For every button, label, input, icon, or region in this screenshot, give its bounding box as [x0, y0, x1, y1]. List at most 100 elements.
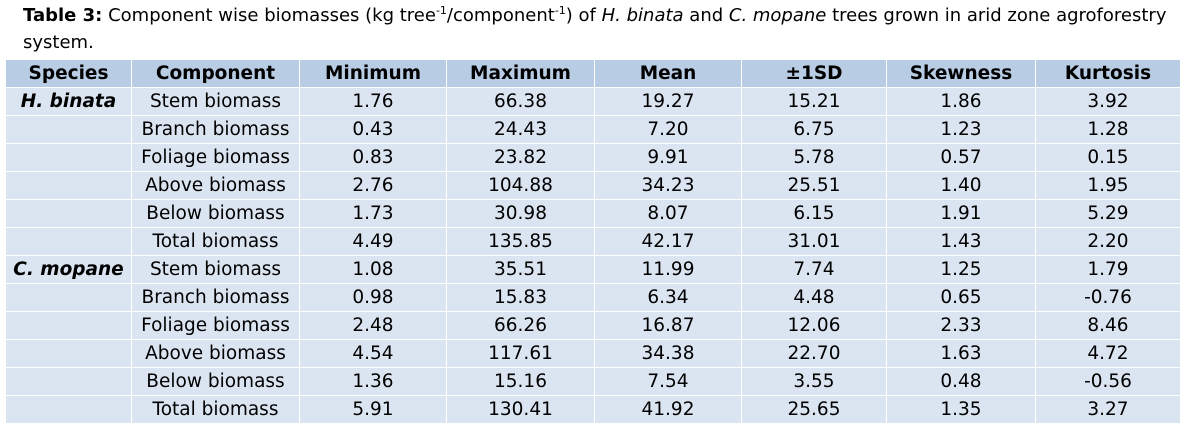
skewness-cell: 1.63 [886, 339, 1036, 368]
table-row: Foliage biomass 0.83 23.82 9.91 5.78 0.57 0.15 [5, 143, 1181, 172]
kurtosis-cell: 4.72 [1035, 339, 1181, 368]
maximum-cell: 66.26 [446, 311, 595, 340]
kurtosis-cell: 1.28 [1035, 115, 1181, 144]
caption-text: /component [446, 5, 555, 26]
maximum-cell: 66.38 [446, 87, 595, 116]
kurtosis-cell: 8.46 [1035, 311, 1181, 340]
sd-cell: 4.48 [741, 283, 887, 312]
mean-cell: 41.92 [594, 395, 742, 424]
maximum-cell: 130.41 [446, 395, 595, 424]
species-cell [5, 199, 132, 228]
component-cell: Below biomass [131, 367, 300, 396]
skewness-cell: 1.43 [886, 227, 1036, 256]
mean-cell: 34.23 [594, 171, 742, 200]
minimum-cell: 2.76 [299, 171, 447, 200]
mean-cell: 8.07 [594, 199, 742, 228]
skewness-cell: 1.86 [886, 87, 1036, 116]
table-row: Total biomass 5.91 130.41 41.92 25.65 1.35 3.2… [5, 395, 1181, 424]
species-cell [5, 115, 132, 144]
component-cell: Total biomass [131, 227, 300, 256]
header-row: Species Component Minimum Maximum Mean ±… [5, 59, 1181, 88]
caption-text: and [683, 5, 729, 26]
mean-cell: 11.99 [594, 255, 742, 284]
minimum-cell: 1.76 [299, 87, 447, 116]
maximum-cell: 135.85 [446, 227, 595, 256]
maximum-cell: 23.82 [446, 143, 595, 172]
skewness-cell: 1.40 [886, 171, 1036, 200]
caption-species-name: H. binata [601, 5, 684, 26]
minimum-cell: 1.36 [299, 367, 447, 396]
sd-cell: 5.78 [741, 143, 887, 172]
kurtosis-cell: -0.76 [1035, 283, 1181, 312]
kurtosis-cell: 1.79 [1035, 255, 1181, 284]
minimum-cell: 1.08 [299, 255, 447, 284]
sd-cell: 25.51 [741, 171, 887, 200]
table-row: Branch biomass 0.98 15.83 6.34 4.48 0.65 -0.76 [5, 283, 1181, 312]
caption-superscript: -1 [554, 4, 566, 17]
minimum-cell: 5.91 [299, 395, 447, 424]
table-row: Below biomass 1.36 15.16 7.54 3.55 0.48 -0.56 [5, 367, 1181, 396]
sd-cell: 3.55 [741, 367, 887, 396]
component-cell: Stem biomass [131, 255, 300, 284]
caption-species-name: C. mopane [728, 5, 827, 26]
minimum-cell: 1.73 [299, 199, 447, 228]
table-row: H. binata Stem biomass 1.76 66.38 19.27 15.21… [5, 87, 1181, 116]
component-cell: Below biomass [131, 199, 300, 228]
skewness-cell: 2.33 [886, 311, 1036, 340]
maximum-cell: 35.51 [446, 255, 595, 284]
kurtosis-cell: 2.20 [1035, 227, 1181, 256]
sd-cell: 12.06 [741, 311, 887, 340]
table-body: H. binata Stem biomass 1.76 66.38 19.27 15.21… [5, 87, 1181, 424]
minimum-cell: 4.49 [299, 227, 447, 256]
table-row: Branch biomass 0.43 24.43 7.20 6.75 1.23 1.28 [5, 115, 1181, 144]
mean-cell: 7.20 [594, 115, 742, 144]
maximum-cell: 30.98 [446, 199, 595, 228]
species-cell: H. binata [5, 87, 132, 116]
skewness-cell: 1.25 [886, 255, 1036, 284]
species-cell [5, 283, 132, 312]
sd-cell: 22.70 [741, 339, 887, 368]
sd-cell: 25.65 [741, 395, 887, 424]
skewness-cell: 1.23 [886, 115, 1036, 144]
kurtosis-cell: 1.95 [1035, 171, 1181, 200]
table-row: Foliage biomass 2.48 66.26 16.87 12.06 2.33 8.… [5, 311, 1181, 340]
sd-cell: 31.01 [741, 227, 887, 256]
mean-cell: 19.27 [594, 87, 742, 116]
maximum-cell: 15.16 [446, 367, 595, 396]
sd-cell: 6.75 [741, 115, 887, 144]
caption-text: ) of [565, 5, 602, 26]
species-cell: C. mopane [5, 255, 132, 284]
kurtosis-cell: 5.29 [1035, 199, 1181, 228]
minimum-cell: 0.83 [299, 143, 447, 172]
component-cell: Above biomass [131, 171, 300, 200]
minimum-cell: 4.54 [299, 339, 447, 368]
species-cell [5, 311, 132, 340]
skewness-cell: 1.91 [886, 199, 1036, 228]
sd-cell: 15.21 [741, 87, 887, 116]
table-row: Below biomass 1.73 30.98 8.07 6.15 1.91 5.29 [5, 199, 1181, 228]
mean-cell: 9.91 [594, 143, 742, 172]
component-cell: Above biomass [131, 339, 300, 368]
minimum-cell: 2.48 [299, 311, 447, 340]
species-cell [5, 227, 132, 256]
maximum-cell: 15.83 [446, 283, 595, 312]
caption-text: Component wise biomasses (kg tree [102, 5, 436, 26]
table-row: Above biomass 2.76 104.88 34.23 25.51 1.40 1.9… [5, 171, 1181, 200]
maximum-cell: 24.43 [446, 115, 595, 144]
maximum-cell: 104.88 [446, 171, 595, 200]
column-header-sd: ±1SD [741, 59, 887, 88]
species-cell [5, 171, 132, 200]
minimum-cell: 0.98 [299, 283, 447, 312]
column-header-species: Species [5, 59, 132, 88]
kurtosis-cell: 3.92 [1035, 87, 1181, 116]
component-cell: Foliage biomass [131, 311, 300, 340]
table-row: C. mopane Stem biomass 1.08 35.51 11.99 7.74 1… [5, 255, 1181, 284]
mean-cell: 34.38 [594, 339, 742, 368]
caption-label: Table 3: [23, 5, 103, 26]
mean-cell: 7.54 [594, 367, 742, 396]
biomass-table: Species Component Minimum Maximum Mean ±… [5, 59, 1181, 424]
mean-cell: 6.34 [594, 283, 742, 312]
caption-text: trees grown in arid zone agroforestry sy… [23, 5, 1167, 53]
table-caption: Table 3: Component wise biomasses (kg tr… [23, 2, 1173, 56]
skewness-cell: 1.35 [886, 395, 1036, 424]
